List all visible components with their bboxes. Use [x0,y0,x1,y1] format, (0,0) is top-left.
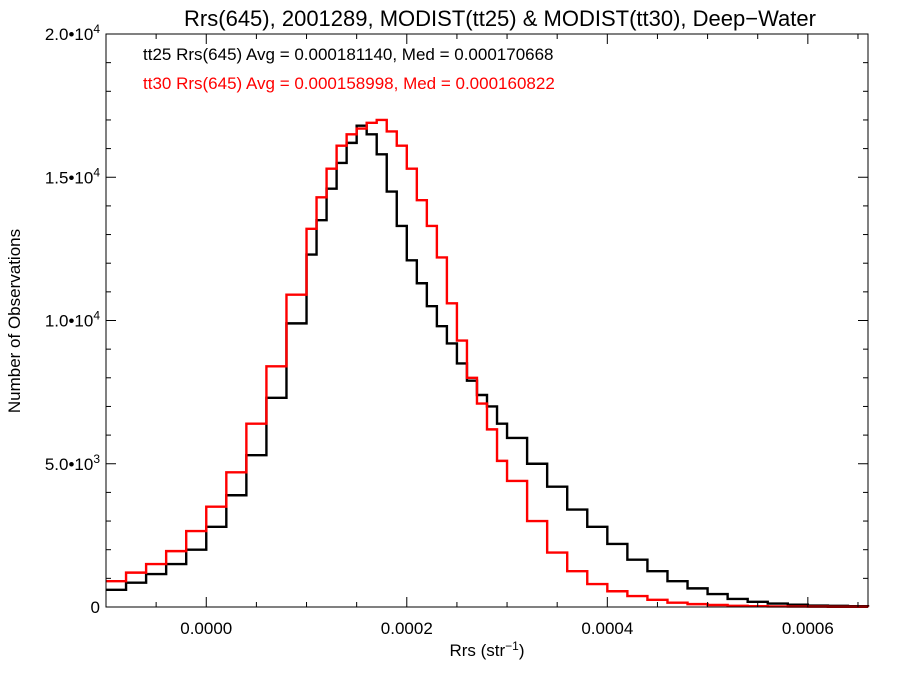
annotation-2: tt30 Rrs(645) Avg = 0.000158998, Med = 0… [143,74,555,93]
y-tick-label: 0 [91,598,100,617]
x-axis-label: Rrs (str−1) [449,639,524,660]
x-tick-label: 0.0002 [381,619,433,638]
y-tick-label: 2.0•104 [45,22,101,44]
series-line-1 [106,124,870,608]
series-line-2 [106,118,870,609]
x-axis: 0.0000 0.0002 0.0004 0.0006 [105,34,859,638]
y-tick-label: 5.0•103 [45,452,101,474]
annotation-1: tt25 Rrs(645) Avg = 0.000181140, Med = 0… [143,45,554,64]
x-tick-label: 0.0004 [581,619,633,638]
y-axis: 0 5.0•103 1.0•104 1.5•104 2.0•104 [45,22,868,617]
plot-frame [105,33,869,608]
annotations: tt25 Rrs(645) Avg = 0.000181140, Med = 0… [143,45,555,93]
y-tick-label: 1.5•104 [45,165,101,187]
x-tick-label: 0.0000 [180,619,232,638]
chart-title: Rrs(645), 2001289, MODIST(tt25) & MODIST… [184,6,816,31]
plot-area [105,33,870,609]
x-tick-label: 0.0006 [782,619,834,638]
y-tick-label: 1.0•104 [45,309,101,331]
y-axis-label: Number of Observations [5,229,24,413]
